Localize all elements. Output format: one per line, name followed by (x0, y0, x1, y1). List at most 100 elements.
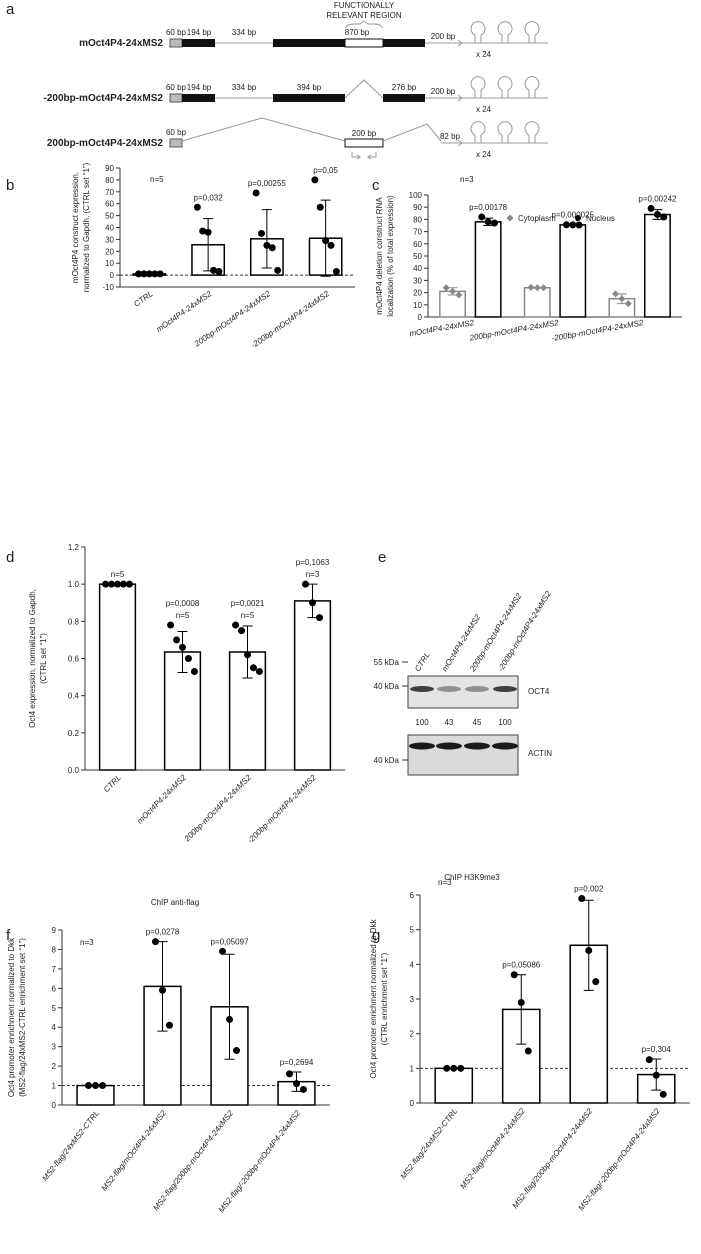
blot-panel (407, 734, 519, 776)
error-bar (583, 899, 594, 991)
y-axis-label: mOct4P4 deletion construct RNA (375, 197, 384, 315)
y-tick-label: 80 (413, 215, 422, 224)
band (465, 686, 489, 692)
p-value: p=0,00255 (248, 179, 287, 188)
segment-label: 60 bp (166, 128, 187, 137)
y-tick-label: 60 (105, 200, 114, 209)
data-point (219, 947, 226, 955)
n-label: n=5 (150, 175, 164, 184)
segment (169, 93, 183, 103)
y-tick-label: 20 (105, 247, 114, 256)
y-tick-label: 1 (410, 1064, 415, 1073)
segment (169, 38, 183, 48)
data-point (618, 295, 626, 303)
band (492, 742, 518, 750)
y-axis-label: Oct4 expression, normalized to Gapdh, (28, 589, 37, 728)
bar (98, 583, 137, 771)
x-tick-label: 200bp-mOct4P4-24xMS2 (182, 773, 253, 844)
segment-label: 200 bp (352, 129, 377, 138)
chart-title: ChIP anti-flag (151, 898, 199, 907)
p-value: p=0,002 (574, 884, 604, 893)
data-point (193, 203, 201, 211)
p-value: p=0,00178 (469, 203, 508, 212)
y-tick-label: 4 (410, 960, 415, 969)
panel-letter: d (6, 549, 14, 566)
primer-arrows (351, 152, 377, 160)
p-value: p=0,2694 (280, 1058, 314, 1067)
n-label: n=3 (438, 878, 452, 887)
y-tick-label: 0.8 (68, 617, 80, 626)
y-tick-label: 70 (413, 228, 422, 237)
y-tick-label: 0 (110, 271, 115, 280)
construct-name: 200bp-mOct4P4-24xMS2 (47, 138, 164, 149)
y-tick-label: 10 (413, 301, 422, 310)
y-tick-label: 50 (105, 212, 114, 221)
segment (182, 39, 215, 47)
p-value: p=0,05086 (502, 961, 541, 970)
data-point (592, 978, 600, 986)
legend-label: Cytoplasm (518, 214, 556, 223)
data-point (179, 643, 186, 651)
data-point (166, 1021, 173, 1029)
data-point (484, 218, 492, 226)
x-tick-label: CTRL (132, 289, 154, 308)
x-tick-label: MS2-flag/200bp-mOct4P4-24xMS2 (151, 1108, 235, 1212)
data-point (274, 266, 282, 274)
repeat-label: x 24 (476, 105, 492, 114)
data-point (332, 268, 340, 276)
y-tick-label: 90 (413, 203, 422, 212)
y-tick-label: 100 (409, 191, 423, 200)
y-tick-label: 1.0 (68, 580, 80, 589)
x-tick-label: mOct4P4-24xMS2 (135, 773, 188, 826)
y-axis-label: localization (% of total expression) (386, 195, 395, 317)
bar (293, 600, 332, 771)
data-point (562, 221, 570, 229)
data-point (233, 1047, 240, 1055)
y-axis-label: Oct4 promoter enrichment normalized to D… (369, 918, 378, 1078)
data-point (125, 580, 133, 588)
data-point (443, 1064, 451, 1072)
p-value: p=0,304 (642, 1045, 672, 1054)
y-tick-label: 60 (413, 240, 422, 249)
y-tick-label: 0.2 (68, 729, 80, 738)
segment (273, 94, 345, 102)
segment (273, 39, 345, 47)
y-tick-label: 1 (52, 1082, 57, 1091)
bar (434, 1067, 474, 1104)
y-axis-label: Oct4 promoter enrichment normalized to D… (7, 937, 16, 1097)
data-point (114, 580, 121, 588)
y-tick-label: 40 (413, 264, 422, 273)
region-label: FUNCTIONALLY (334, 1, 395, 10)
stem-loop (462, 21, 548, 44)
region-label: RELEVANT REGION (326, 11, 402, 20)
data-point (659, 1090, 667, 1098)
bracket (345, 20, 383, 29)
n-label: n=5 (176, 611, 190, 620)
data-point (263, 241, 271, 249)
n-label: n=5 (111, 570, 125, 579)
n-label: n=3 (80, 938, 94, 947)
error-bar (261, 209, 272, 269)
segment-label: 394 bp (297, 83, 322, 92)
y-tick-label: 0 (52, 1101, 57, 1110)
p-value: p=0,032 (194, 193, 224, 202)
data-point (255, 668, 263, 676)
x-tick-label: MS2-flag/24xMS2-CTRL (399, 1107, 460, 1181)
segment-label: 334 bp (232, 83, 257, 92)
segment-label: 194 bp (187, 83, 212, 92)
y-tick-label: 10 (105, 259, 114, 268)
data-point (226, 1015, 233, 1023)
data-point (652, 1071, 660, 1079)
y-tick-label: 2 (52, 1062, 57, 1071)
y-tick-label: 5 (52, 1004, 57, 1013)
marker-label: 40 kDa (374, 756, 400, 765)
stem-loop (462, 76, 548, 99)
construct-name: -200bp-mOct4P4-24xMS2 (44, 93, 164, 104)
y-axis-label: (CTRL enrichment set “1”) (380, 952, 389, 1045)
x-tick-label: mOct4P4-24xMS2 (155, 289, 214, 334)
x-tick-label: MS2-flag/200bp-mOct4P4-24xMS2 (511, 1106, 595, 1210)
data-point (151, 270, 159, 278)
p-value: p=0,05097 (210, 937, 249, 946)
y-tick-label: 3 (410, 995, 415, 1004)
data-point (578, 894, 586, 902)
